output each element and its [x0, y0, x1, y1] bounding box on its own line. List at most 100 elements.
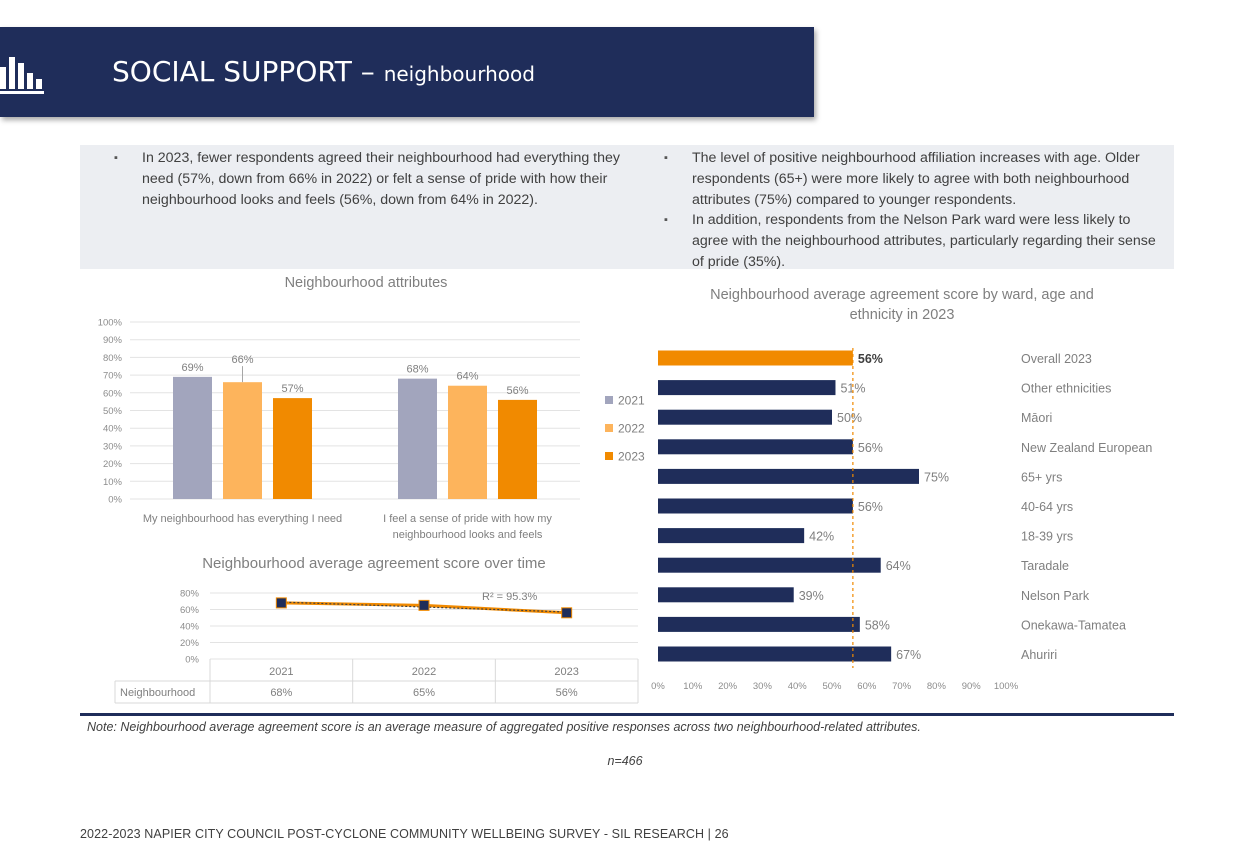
page-footer: 2022-2023 NAPIER CITY COUNCIL POST-CYCLO…	[80, 827, 729, 841]
x-tick-label: My neighbourhood has everything I need	[143, 513, 342, 525]
y-tick-label: 20%	[103, 459, 123, 470]
data-label: 58%	[865, 618, 890, 632]
x-tick-label: 10%	[683, 681, 703, 692]
summary-bullet: The level of positive neighbourhood affi…	[660, 148, 1160, 210]
category-label: Taradale	[1021, 559, 1069, 573]
legend-swatch-2022	[605, 424, 613, 432]
attributes-chart-title: Neighbourhood attributes	[284, 275, 448, 291]
y-tick-label: 70%	[103, 371, 123, 382]
trendline	[281, 601, 567, 613]
x-tick-label: 60%	[857, 681, 877, 692]
x-tick-label: 80%	[927, 681, 947, 692]
bar-2023	[498, 399, 537, 499]
bar-2022	[448, 385, 487, 499]
summary-left-column: In 2023, fewer respondents agreed their …	[110, 148, 620, 210]
y-tick-label: 60%	[103, 388, 123, 399]
summary-right-column: The level of positive neighbourhood affi…	[660, 148, 1160, 273]
data-point-marker	[275, 597, 287, 609]
data-label: 57%	[281, 383, 303, 395]
data-label: 56%	[506, 385, 528, 397]
x-tick-label: 2023	[554, 666, 578, 678]
bar-2022	[223, 382, 262, 499]
trend-chart-title: Neighbourhood average agreement score ov…	[202, 555, 546, 572]
table-cell: 56%	[556, 687, 578, 699]
header-banner: SOCIAL SUPPORT – neighbourhood	[0, 27, 814, 117]
category-label: 65+ yrs	[1021, 470, 1062, 484]
sample-size: n=466	[607, 754, 643, 768]
legend-swatch-2021	[605, 396, 613, 404]
data-label: 56%	[858, 352, 883, 366]
y-tick-label: 40%	[180, 622, 200, 633]
x-tick-label: 2021	[269, 666, 293, 678]
bar-onekawa-tamatea	[658, 616, 860, 632]
bar-other-ethnicities	[658, 380, 836, 396]
x-tick-label: 90%	[962, 681, 982, 692]
y-tick-label: 40%	[103, 424, 123, 435]
data-label: 64%	[886, 559, 911, 573]
x-tick-label: 100%	[994, 681, 1019, 692]
trendline-label: R² = 95.3%	[482, 591, 538, 603]
bar-overall-2023	[658, 350, 853, 366]
y-tick-label: 10%	[103, 477, 123, 488]
legend-label: 2021	[618, 394, 645, 408]
category-label: 18-39 yrs	[1021, 530, 1073, 544]
table-cell: 68%	[270, 687, 292, 699]
data-label: 68%	[406, 364, 428, 376]
table-cell: 65%	[413, 687, 435, 699]
category-label: Māori	[1021, 411, 1052, 425]
table-row-header: Neighbourhood	[120, 687, 195, 699]
x-tick-label: 40%	[788, 681, 808, 692]
bar-65-yrs	[658, 468, 919, 484]
data-label: 56%	[858, 500, 883, 514]
data-label: 75%	[924, 470, 949, 484]
data-label: 50%	[837, 411, 862, 425]
category-label: Onekawa-Tamatea	[1021, 618, 1126, 632]
data-label: 64%	[456, 371, 478, 383]
y-tick-label: 50%	[103, 406, 123, 417]
bar-taradale	[658, 557, 881, 573]
bar-40-64-yrs	[658, 498, 853, 514]
data-label: 67%	[896, 648, 921, 662]
bar-new-zealand-european	[658, 439, 853, 455]
y-tick-label: 0%	[108, 495, 122, 506]
segments-chart-title-line: Neighbourhood average agreement score by…	[710, 287, 1094, 303]
category-label: New Zealand European	[1021, 441, 1152, 455]
data-point-marker	[418, 599, 430, 611]
trend-line-chart: 0% 20% 40% 60% 80% 2021 2022 2023 Neighbourhood 6…	[114, 589, 639, 704]
data-point-marker	[561, 607, 573, 619]
x-tick-label: I feel a sense of pride with how my	[383, 513, 552, 525]
page-title-main: SOCIAL SUPPORT –	[112, 55, 384, 88]
y-tick-label: 0%	[185, 655, 199, 666]
segments-bar-chart: 56% Overall 2023 51% Other ethnicities 50% Mā…	[651, 348, 1152, 692]
x-tick-label: 20%	[718, 681, 738, 692]
bar-m-ori	[658, 409, 832, 425]
category-label: 40-64 yrs	[1021, 500, 1073, 514]
data-label: 39%	[799, 589, 824, 603]
page-title: SOCIAL SUPPORT – neighbourhood	[112, 55, 535, 88]
x-tick-label: 0%	[651, 681, 665, 692]
x-tick-label: 2022	[412, 666, 436, 678]
legend-label: 2022	[618, 422, 645, 436]
bar-2023	[273, 398, 312, 499]
data-label: 51%	[840, 382, 865, 396]
bar-18-39-yrs	[658, 528, 805, 544]
data-label: 56%	[858, 441, 883, 455]
data-label: 66%	[231, 354, 253, 366]
y-tick-label: 60%	[180, 605, 200, 616]
category-label: Other ethnicities	[1021, 382, 1111, 396]
summary-box: In 2023, fewer respondents agreed their …	[80, 145, 1174, 270]
attributes-bar-chart: 0% 10% 20% 30% 40% 50% 60% 70% 80% 90% 100% 69% 66% 5…	[98, 318, 645, 542]
category-label: Nelson Park	[1021, 589, 1090, 603]
data-label: 69%	[181, 362, 203, 374]
summary-bullet: In addition, respondents from the Nelson…	[660, 210, 1160, 272]
data-label: 42%	[809, 530, 834, 544]
x-tick-label: 70%	[892, 681, 912, 692]
bar-2021	[173, 376, 212, 499]
y-tick-label: 90%	[103, 335, 123, 346]
bar-ahuriri	[658, 646, 892, 662]
segments-chart-title-line: ethnicity in 2023	[849, 307, 955, 323]
x-tick-label: 50%	[822, 681, 842, 692]
y-tick-label: 30%	[103, 441, 123, 452]
bar-nelson-park	[658, 587, 794, 603]
divider	[80, 713, 1174, 716]
